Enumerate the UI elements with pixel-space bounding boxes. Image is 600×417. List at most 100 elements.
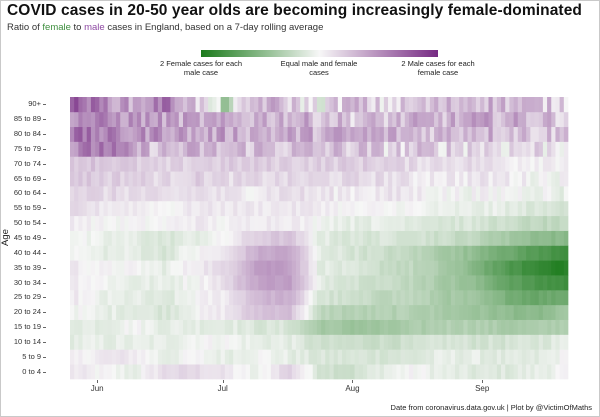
heatmap-cell — [103, 186, 109, 202]
heatmap-cell — [480, 349, 485, 365]
heatmap-cell — [99, 97, 104, 113]
heatmap-cell — [321, 349, 326, 365]
heatmap-cell — [132, 319, 138, 335]
heatmap-cell — [229, 126, 234, 142]
heatmap-cell — [254, 319, 259, 335]
heatmap-cell — [325, 141, 330, 157]
heatmap-cell — [429, 275, 435, 291]
heatmap-cell — [538, 126, 544, 142]
heatmap-cell — [471, 349, 477, 365]
heatmap-cell — [383, 186, 389, 202]
heatmap-cell — [82, 275, 88, 291]
heatmap-cell — [78, 260, 83, 276]
heatmap-cell — [191, 364, 196, 380]
heatmap-cell — [555, 186, 560, 202]
heatmap-cell — [220, 230, 226, 246]
heatmap-cell — [534, 186, 540, 202]
heatmap-cell — [367, 186, 372, 202]
heatmap-cell — [459, 289, 464, 306]
heatmap-cell — [325, 215, 330, 231]
heatmap-cell — [120, 260, 125, 276]
heatmap-cell — [245, 171, 251, 187]
heatmap-cell — [182, 319, 188, 335]
heatmap-cell — [120, 289, 125, 306]
heatmap-cell — [429, 186, 435, 202]
heatmap-cell — [333, 304, 339, 320]
heatmap-cell — [488, 364, 494, 380]
heatmap-cell — [467, 126, 473, 142]
heatmap-cell — [346, 319, 351, 335]
heatmap-cell — [162, 349, 167, 365]
heatmap-cell — [182, 289, 188, 306]
heatmap-cell — [342, 289, 347, 306]
heatmap-cell — [70, 97, 75, 113]
heatmap-cell — [287, 319, 293, 335]
heatmap-cell — [480, 319, 485, 335]
heatmap-cell — [455, 245, 460, 261]
subtitle-connector: to — [70, 22, 85, 33]
heatmap-cell — [467, 245, 473, 261]
y-tick-mark — [43, 327, 46, 329]
heatmap-cell — [157, 200, 163, 217]
heatmap-cell — [308, 230, 314, 246]
heatmap-cell — [408, 141, 414, 157]
y-tick-label: 65 to 69 — [13, 173, 41, 183]
chart-subtitle: Ratio of female to male cases in England… — [7, 22, 323, 33]
heatmap-cell — [367, 215, 372, 231]
heatmap-cell — [124, 260, 129, 276]
heatmap-cell — [291, 260, 297, 276]
heatmap-cell — [220, 141, 226, 157]
heatmap-cell — [484, 289, 489, 306]
heatmap-cell — [396, 275, 401, 291]
heatmap-cell — [438, 304, 443, 320]
heatmap-cell — [450, 245, 456, 261]
heatmap-cell — [266, 126, 272, 142]
heatmap-cell — [517, 111, 523, 128]
heatmap-cell — [170, 156, 175, 172]
heatmap-cell — [95, 111, 100, 128]
heatmap-cell — [434, 186, 439, 202]
heatmap-cell — [488, 200, 494, 217]
heatmap-cell — [392, 364, 397, 380]
heatmap-cell — [178, 186, 184, 202]
heatmap-cell — [538, 141, 544, 157]
heatmap-cell — [203, 334, 209, 350]
heatmap-cell — [149, 364, 155, 380]
heatmap-cell — [82, 349, 88, 365]
heatmap-cell — [208, 364, 213, 380]
heatmap-cell — [526, 349, 531, 365]
heatmap-cell — [212, 97, 217, 113]
heatmap-cell — [229, 245, 234, 261]
heatmap-cell — [316, 319, 322, 335]
heatmap-cell — [559, 260, 565, 276]
heatmap-cell — [509, 289, 514, 306]
heatmap-cell — [254, 245, 259, 261]
heatmap-cell — [136, 260, 142, 276]
heatmap-cell — [438, 289, 443, 306]
heatmap-cell — [86, 141, 92, 157]
heatmap-cell — [312, 171, 318, 187]
heatmap-cell — [521, 230, 527, 246]
heatmap-cell — [237, 349, 242, 365]
heatmap-cell — [325, 319, 330, 335]
heatmap-cell — [195, 289, 201, 306]
heatmap-cell — [530, 200, 535, 217]
heatmap-cell — [74, 126, 79, 142]
heatmap-cell — [270, 319, 276, 335]
heatmap-cell — [208, 186, 213, 202]
heatmap-cell — [291, 245, 297, 261]
heatmap-cell — [270, 141, 276, 157]
heatmap-cell — [266, 200, 272, 217]
heatmap-cell — [174, 289, 180, 306]
heatmap-cell — [329, 111, 334, 128]
heatmap-cell — [258, 200, 263, 217]
heatmap-cell — [446, 156, 452, 172]
heatmap-cell — [425, 364, 431, 380]
heatmap-cell — [116, 186, 121, 202]
heatmap-cell — [111, 215, 117, 231]
heatmap-cell — [547, 230, 552, 246]
heatmap-cell — [90, 111, 96, 128]
heatmap-cell — [258, 364, 263, 380]
heatmap-cell — [425, 156, 431, 172]
heatmap-cell — [120, 200, 125, 217]
